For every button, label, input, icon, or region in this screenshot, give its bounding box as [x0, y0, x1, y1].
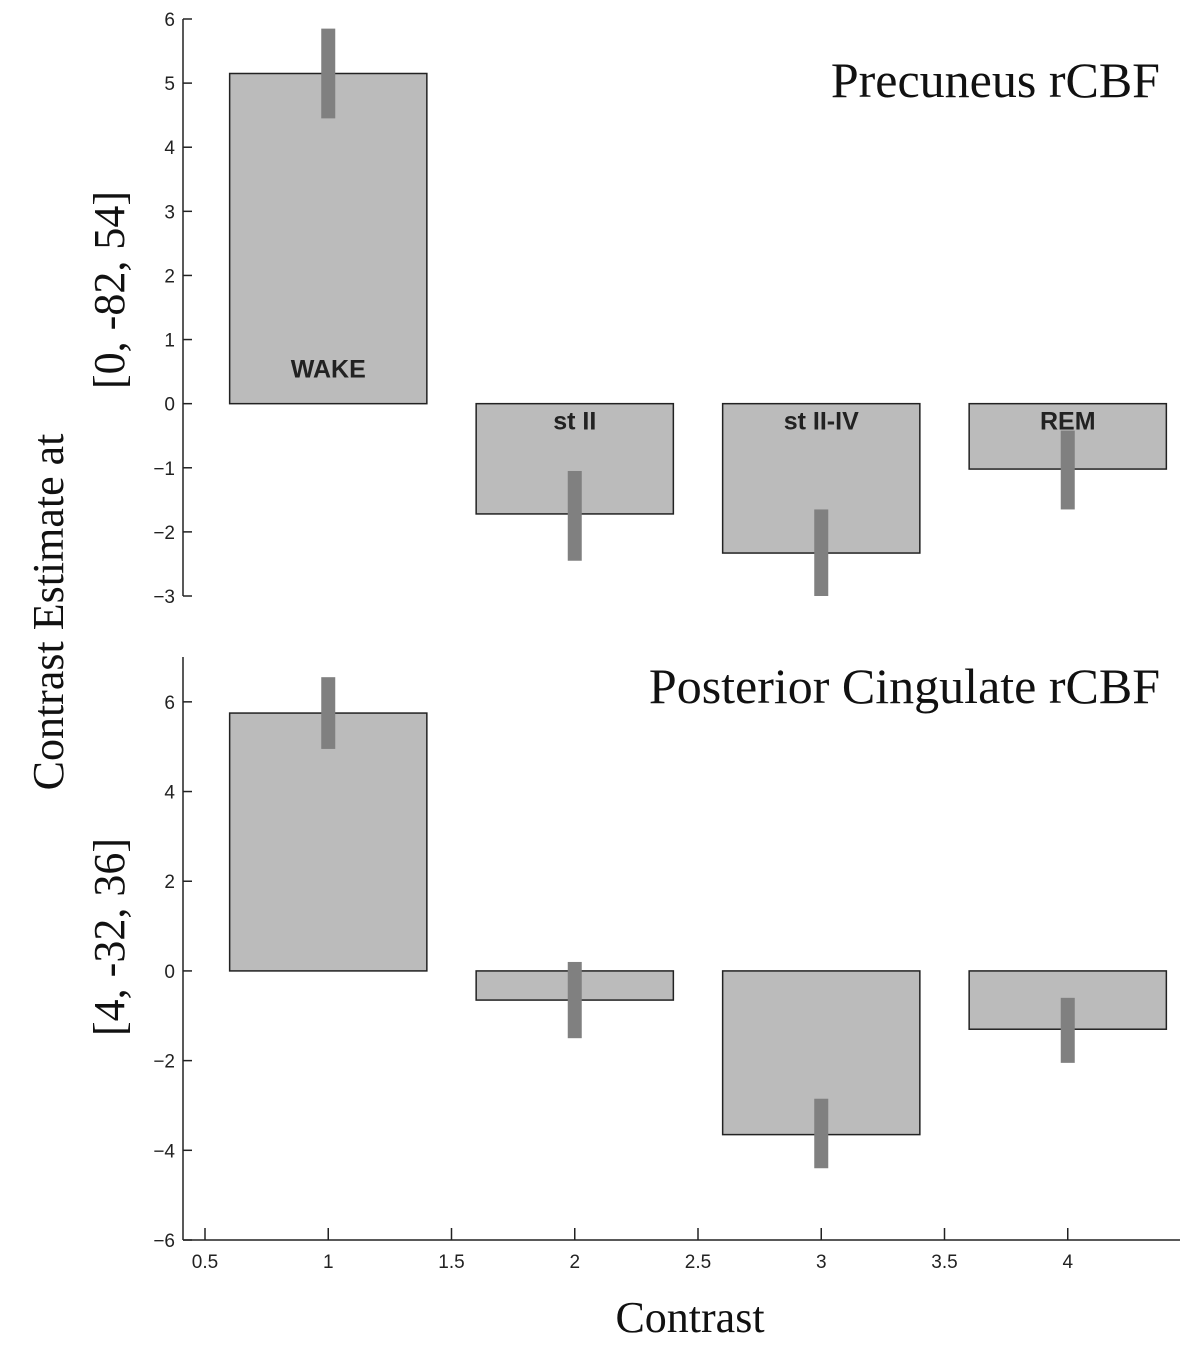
y-axis-label-main: Contrast Estimate at [24, 434, 73, 791]
y-tick-label: 4 [164, 138, 175, 159]
x-tick-label: 3.5 [931, 1252, 957, 1273]
error-bar [567, 470, 582, 561]
x-tick-label: 4 [1062, 1252, 1073, 1273]
x-tick-label: 1.5 [438, 1252, 464, 1273]
y-axis-label-cingulate-coords: [4, -32, 36] [85, 838, 134, 1036]
x-tick-label: 3 [816, 1252, 827, 1273]
bar [228, 72, 428, 405]
error-bar [321, 677, 336, 749]
bar-label: WAKE [291, 356, 366, 384]
error-bar [1060, 430, 1075, 510]
y-tick-label: 3 [164, 202, 175, 223]
y-tick-label: 5 [164, 74, 175, 95]
x-tick-label: 0.5 [192, 1252, 218, 1273]
y-tick-label: −3 [153, 587, 175, 608]
y-tick-label: 6 [164, 693, 175, 714]
panel-title-posterior-cingulate: Posterior Cingulate rCBF [649, 658, 1160, 714]
y-tick-label: 0 [164, 962, 175, 983]
y-tick-label: −2 [153, 523, 175, 544]
y-tick-label: 2 [164, 266, 175, 287]
y-tick-label: 4 [164, 783, 175, 804]
y-tick-label: −6 [153, 1231, 175, 1252]
bar [228, 712, 428, 972]
error-bar [321, 28, 336, 119]
y-axis-label-precuneus-coords: [0, -82, 54] [85, 191, 134, 389]
error-bar [1060, 997, 1075, 1063]
error-bar [814, 1098, 829, 1169]
y-tick-label: 0 [164, 395, 175, 416]
chart-panel-posterior-cingulate: −6 −4 −2 0 2 4 6 0.5 1 1.5 2 2.5 3 3.5 4 [153, 657, 1180, 1273]
x-tick-label: 2 [569, 1252, 580, 1273]
y-tick-label: 1 [164, 331, 175, 352]
panel-title-precuneus: Precuneus rCBF [831, 52, 1160, 108]
error-bar [814, 509, 829, 596]
y-tick-label: 6 [164, 10, 175, 31]
bar-label: st II [553, 408, 596, 436]
y-tick-label: −4 [153, 1141, 175, 1162]
x-axis-label: Contrast [615, 1293, 764, 1342]
bar-label: st II-IV [784, 408, 859, 436]
x-tick-label: 1 [323, 1252, 334, 1273]
y-tick-label: 2 [164, 872, 175, 893]
x-tick-label: 2.5 [685, 1252, 711, 1273]
y-tick-label: −1 [153, 459, 175, 480]
error-bar [567, 961, 582, 1039]
y-tick-label: −2 [153, 1052, 175, 1073]
